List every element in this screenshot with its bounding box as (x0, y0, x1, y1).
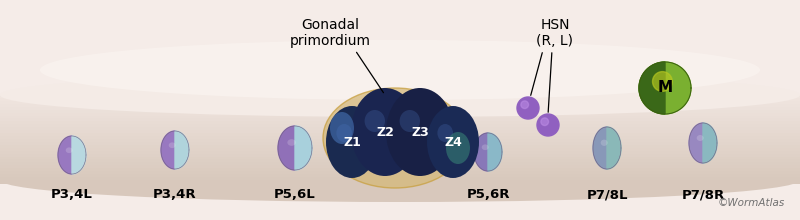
Text: ©WormAtlas: ©WormAtlas (718, 198, 785, 208)
Ellipse shape (326, 106, 378, 178)
Ellipse shape (386, 88, 454, 176)
Ellipse shape (601, 140, 608, 146)
Bar (0, 110, 800, 114)
Bar (0, 160, 800, 163)
Polygon shape (295, 126, 312, 170)
Bar (0, 157, 800, 160)
Text: Z2: Z2 (376, 125, 394, 139)
Ellipse shape (427, 106, 479, 178)
Ellipse shape (365, 110, 385, 132)
Circle shape (639, 62, 691, 114)
Text: P5,6L: P5,6L (274, 188, 316, 201)
Ellipse shape (446, 132, 470, 164)
Polygon shape (639, 62, 665, 114)
Ellipse shape (438, 124, 453, 142)
Polygon shape (607, 127, 621, 169)
Text: P3,4R: P3,4R (153, 188, 197, 201)
Bar (0, 154, 800, 158)
Polygon shape (593, 127, 607, 169)
Circle shape (521, 101, 529, 108)
Polygon shape (72, 136, 86, 174)
Text: P5,6R: P5,6R (466, 188, 510, 201)
Text: Z1: Z1 (343, 136, 361, 149)
Polygon shape (278, 126, 295, 170)
Bar (0, 180, 800, 184)
Circle shape (517, 97, 539, 119)
Polygon shape (488, 133, 502, 171)
Bar (0, 101, 800, 105)
Circle shape (653, 72, 672, 91)
Bar (0, 136, 800, 140)
Bar (0, 121, 800, 125)
Ellipse shape (40, 40, 760, 100)
Bar (0, 118, 800, 122)
Bar (0, 139, 800, 143)
Text: Z3: Z3 (411, 125, 429, 139)
Polygon shape (703, 123, 717, 163)
Text: HSN
(R, L): HSN (R, L) (537, 18, 574, 48)
Ellipse shape (287, 139, 296, 146)
Bar (0, 145, 800, 149)
Bar (0, 127, 800, 131)
Text: M: M (658, 81, 673, 95)
Circle shape (537, 114, 559, 136)
Text: P7/8L: P7/8L (586, 188, 628, 201)
Polygon shape (474, 133, 488, 171)
Bar (0, 142, 800, 146)
Bar (0, 133, 800, 137)
Bar (0, 95, 800, 99)
Text: P7/8R: P7/8R (682, 188, 725, 201)
Ellipse shape (169, 142, 176, 148)
Ellipse shape (482, 144, 489, 150)
Bar (0, 165, 800, 169)
Bar (0, 148, 800, 152)
Ellipse shape (351, 88, 419, 176)
FancyBboxPatch shape (0, 95, 800, 180)
Text: Z4: Z4 (444, 136, 462, 149)
Bar (0, 168, 800, 172)
Ellipse shape (336, 124, 352, 142)
Ellipse shape (400, 110, 420, 132)
Bar (0, 124, 800, 128)
Bar (0, 104, 800, 108)
Bar (0, 177, 800, 181)
Bar (0, 107, 800, 111)
Ellipse shape (697, 135, 704, 141)
Bar (0, 171, 800, 175)
Ellipse shape (0, 158, 800, 202)
Text: P3,4L: P3,4L (51, 188, 93, 201)
Bar (0, 174, 800, 178)
Bar (0, 151, 800, 155)
Bar (0, 162, 800, 166)
Ellipse shape (0, 73, 800, 117)
Polygon shape (175, 131, 189, 169)
Bar (0, 98, 800, 102)
Text: Gonadal
primordium: Gonadal primordium (290, 18, 370, 48)
Bar (0, 116, 800, 119)
Polygon shape (689, 123, 703, 163)
Polygon shape (58, 136, 72, 174)
Ellipse shape (66, 147, 73, 153)
Ellipse shape (330, 112, 354, 144)
Bar (0, 113, 800, 117)
Polygon shape (161, 131, 175, 169)
Bar (0, 130, 800, 134)
Ellipse shape (323, 88, 467, 188)
Circle shape (541, 118, 549, 126)
